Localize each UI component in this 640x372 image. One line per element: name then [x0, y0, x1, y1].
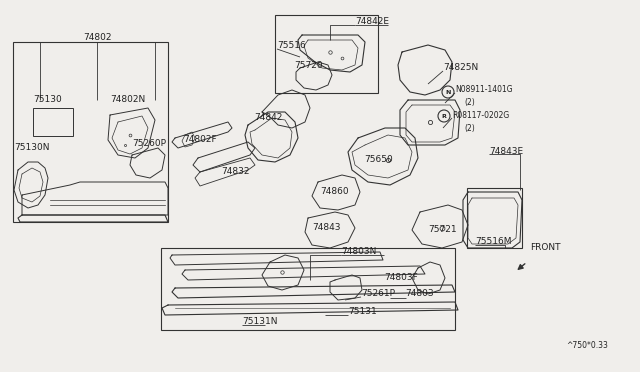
Text: 74803: 74803	[405, 289, 434, 298]
Text: 74802: 74802	[83, 32, 111, 42]
Text: 74843E: 74843E	[489, 147, 523, 155]
Text: 75720: 75720	[294, 61, 323, 70]
Text: 75130N: 75130N	[14, 144, 49, 153]
Text: N08911-1401G: N08911-1401G	[455, 86, 513, 94]
Text: R08117-0202G: R08117-0202G	[452, 110, 509, 119]
Text: 74843: 74843	[312, 224, 340, 232]
Text: 75130: 75130	[33, 96, 61, 105]
Text: 74802F: 74802F	[183, 135, 216, 144]
Text: ^750*0.33: ^750*0.33	[566, 340, 608, 350]
Text: 74842: 74842	[254, 112, 282, 122]
Text: 74825N: 74825N	[443, 64, 478, 73]
Text: 75721: 75721	[428, 225, 456, 234]
Text: 75516M: 75516M	[475, 237, 511, 247]
Bar	[161, 248, 455, 330]
Text: 75516: 75516	[277, 42, 306, 51]
Text: 75131N: 75131N	[242, 317, 278, 327]
Text: (2): (2)	[464, 124, 475, 132]
Text: 74802N: 74802N	[110, 96, 145, 105]
Bar	[33, 108, 73, 136]
Bar	[275, 15, 378, 93]
Text: 74803N: 74803N	[341, 247, 376, 256]
Text: R: R	[442, 113, 447, 119]
Text: 74832: 74832	[221, 167, 250, 176]
Bar	[467, 188, 522, 248]
Text: N: N	[445, 90, 451, 94]
Text: 75650: 75650	[364, 155, 393, 164]
Text: 75261P: 75261P	[361, 289, 395, 298]
Text: 74860: 74860	[320, 187, 349, 196]
Text: 75260P: 75260P	[132, 138, 166, 148]
Text: 75131: 75131	[348, 308, 377, 317]
Text: 74842E: 74842E	[355, 17, 389, 26]
Text: (2): (2)	[464, 99, 475, 108]
Text: 74803F: 74803F	[384, 273, 418, 282]
Text: FRONT: FRONT	[530, 244, 561, 253]
Bar	[13, 42, 168, 222]
